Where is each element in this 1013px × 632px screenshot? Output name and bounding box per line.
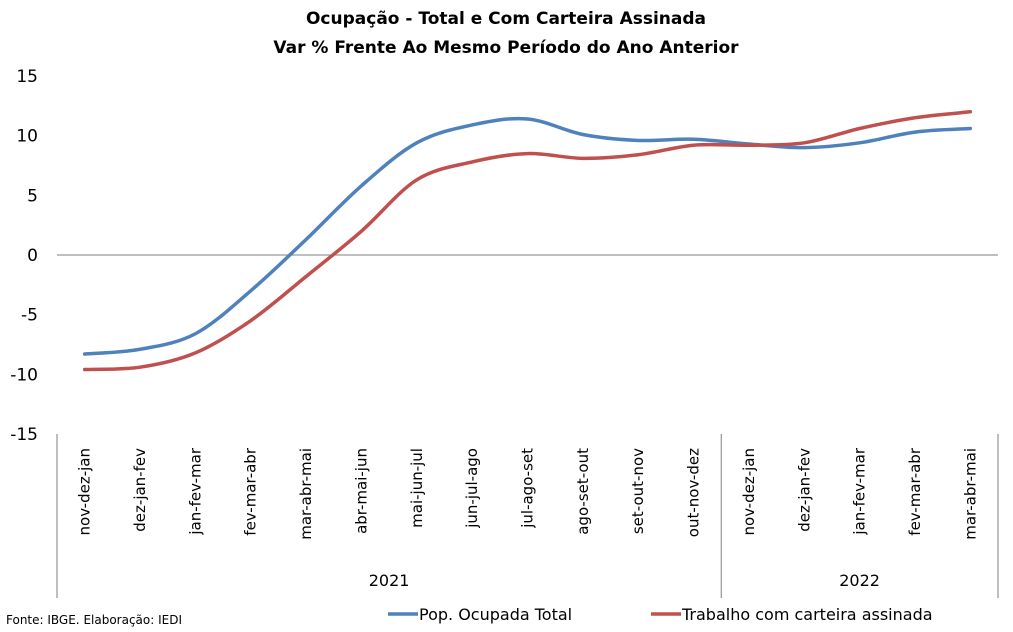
x-tick-label: dez-jan-fev bbox=[795, 448, 813, 532]
year-label: 2022 bbox=[839, 571, 880, 590]
series-line-2 bbox=[82, 110, 973, 372]
y-tick-label: 10 bbox=[16, 127, 38, 147]
y-tick-label: -10 bbox=[10, 365, 38, 385]
x-tick-label: mar-abr-mai bbox=[961, 448, 979, 540]
x-tick-label: nov-dez-jan bbox=[76, 448, 94, 535]
x-tick-label: fev-mar-abr bbox=[906, 447, 924, 536]
legend-label-1: Pop. Ocupada Total bbox=[419, 605, 572, 624]
legend-label-2: Trabalho com carteira assinada bbox=[681, 605, 933, 624]
x-tick-label: jun-jul-ago bbox=[463, 448, 481, 529]
x-tick-label: dez-jan-fev bbox=[131, 448, 149, 532]
x-tick-label: jul-ago-set bbox=[519, 448, 537, 529]
chart-subtitle: Var % Frente Ao Mesmo Período do Ano Ant… bbox=[273, 38, 739, 58]
y-tick-label: 5 bbox=[27, 186, 38, 206]
x-tick-label: jan-fev-mar bbox=[851, 447, 869, 535]
y-tick-label: -5 bbox=[21, 306, 38, 326]
source-note: Fonte: IBGE. Elaboração: IEDI bbox=[6, 613, 182, 627]
year-label: 2021 bbox=[369, 571, 410, 590]
x-tick-label: nov-dez-jan bbox=[740, 448, 758, 535]
y-tick-label: 0 bbox=[27, 246, 38, 266]
x-tick-label: out-nov-dez bbox=[685, 448, 703, 537]
y-axis: -15 -10 -5 0 5 10 15 bbox=[10, 67, 38, 445]
chart-title: Ocupação - Total e Com Carteira Assinada bbox=[306, 9, 706, 29]
x-tick-label: fev-mar-abr bbox=[242, 447, 260, 536]
x-tick-label: mar-abr-mai bbox=[297, 448, 315, 540]
y-tick-label: -15 bbox=[10, 425, 38, 445]
x-tick-label: ago-set-out bbox=[574, 448, 592, 535]
x-tick-label: jan-fev-mar bbox=[186, 447, 204, 535]
x-tick-label: abr-mai-jun bbox=[352, 448, 370, 534]
legend: Pop. Ocupada Total Trabalho com carteira … bbox=[388, 605, 933, 624]
x-tick-label: set-out-nov bbox=[629, 448, 647, 534]
series-line-1 bbox=[82, 116, 973, 356]
series-layer bbox=[82, 110, 973, 372]
x-tick-label: mai-jun-jul bbox=[408, 448, 426, 528]
y-tick-label: 15 bbox=[16, 67, 38, 87]
x-axis: nov-dez-jan dez-jan-fev jan-fev-mar fev-mar… bbox=[56, 434, 999, 598]
